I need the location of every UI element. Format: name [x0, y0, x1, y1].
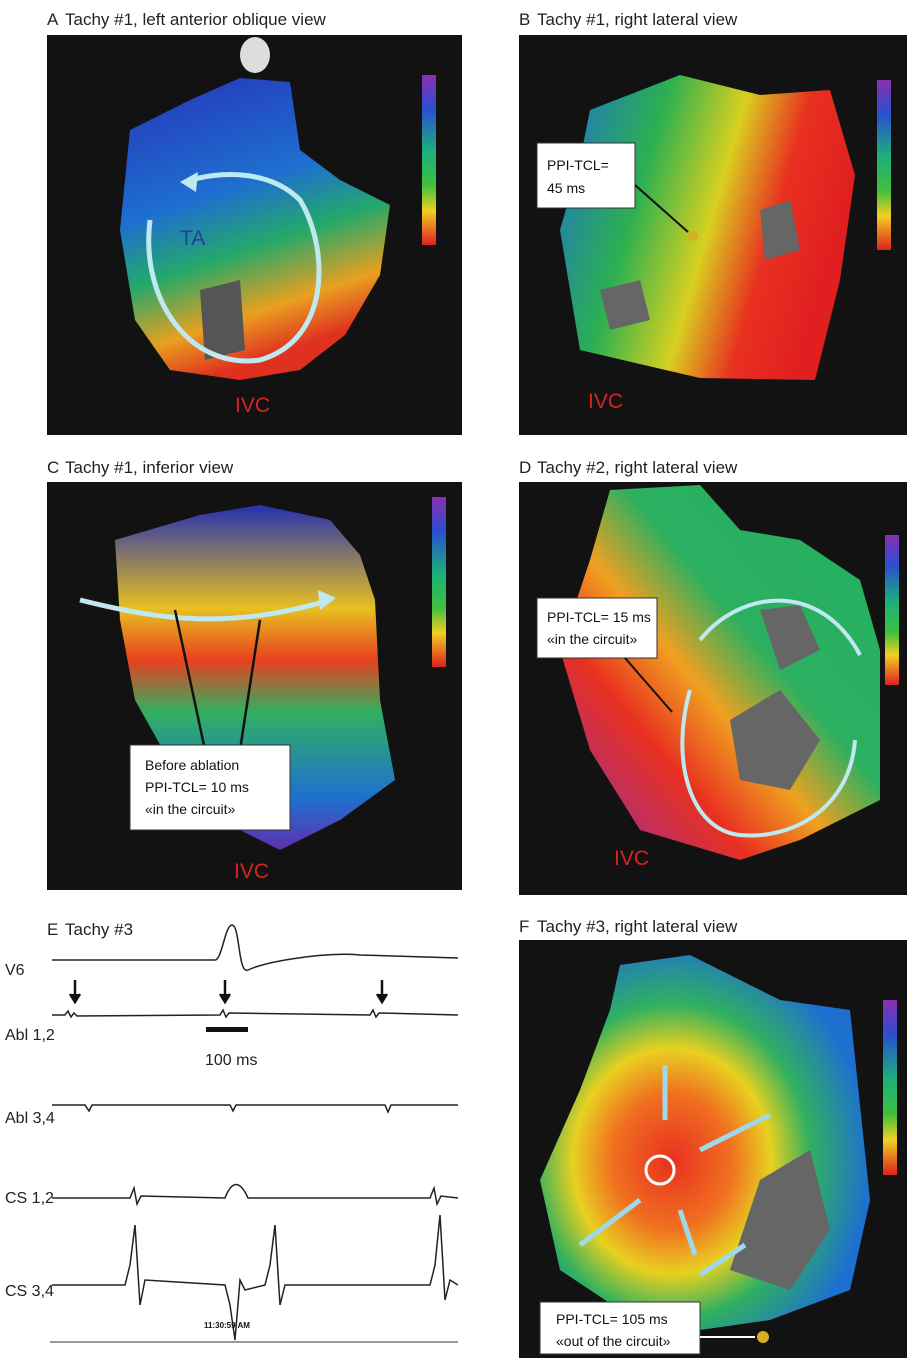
panel-title: Tachy #1, left anterior oblique view: [65, 10, 327, 29]
callout-text: PPI-TCL=: [547, 157, 609, 173]
orientation-icon: [240, 37, 270, 73]
callout-text: «out of the circuit»: [556, 1333, 671, 1349]
color-bar: [432, 497, 446, 667]
callout-text: Before ablation: [145, 757, 239, 773]
timestamp: 11:30:59 AM: [204, 1321, 250, 1330]
ecg-trace: [52, 1010, 458, 1017]
lead-label: V6: [5, 962, 25, 979]
panel-title: Tachy #1, inferior view: [65, 458, 234, 477]
site-marker: [688, 231, 698, 241]
callout-text: «in the circuit»: [145, 801, 235, 817]
ecg-trace: [52, 1215, 458, 1340]
panel-c: C Tachy #1, inferior view Before ablatio…: [47, 458, 462, 890]
panel-f: F Tachy #3, right lateral view PPI-TCL= …: [519, 917, 907, 1358]
scale-bar: [206, 1027, 248, 1032]
callout-box: [537, 598, 657, 658]
lead-label: Abl 3,4: [5, 1110, 55, 1127]
site-marker: [757, 1331, 769, 1343]
color-bar: [883, 1000, 897, 1175]
lead-label: CS 1,2: [5, 1190, 54, 1207]
color-bar: [422, 75, 436, 245]
scar: [200, 280, 245, 360]
anatomy-label: IVC: [235, 394, 270, 417]
figure: A Tachy #1, left anterior oblique view T…: [0, 0, 907, 1358]
panel-title: Tachy #3, right lateral view: [537, 917, 738, 936]
activation-map: [560, 75, 855, 380]
panel-letter: C: [47, 458, 59, 477]
panel-title: Tachy #1, right lateral view: [537, 10, 738, 29]
callout-text: PPI-TCL= 10 ms: [145, 779, 249, 795]
anatomy-label: IVC: [234, 860, 269, 883]
scale-label: 100 ms: [205, 1052, 257, 1069]
color-bar: [877, 80, 891, 250]
panel-letter: D: [519, 458, 531, 477]
callout-text: 45 ms: [547, 180, 585, 196]
lead-label: CS 3,4: [5, 1283, 54, 1300]
anatomy-label: TA: [180, 227, 205, 250]
callout-text: PPI-TCL= 15 ms: [547, 609, 651, 625]
anatomy-label: IVC: [614, 847, 649, 870]
panel-title: Tachy #2, right lateral view: [537, 458, 738, 477]
panel-letter: B: [519, 10, 530, 29]
callout-text: «in the circuit»: [547, 631, 637, 647]
ecg-trace: [52, 1105, 458, 1112]
panel-e: E Tachy #3 V6 Abl 1,2 Abl 3,4 CS 1,2 CS …: [5, 920, 458, 1342]
ecg-trace: [52, 1185, 458, 1205]
panel-a: A Tachy #1, left anterior oblique view T…: [47, 10, 462, 435]
panel-letter: F: [519, 917, 529, 936]
arrows: [70, 980, 387, 1002]
panel-b: B Tachy #1, right lateral view PPI-TCL= …: [519, 10, 907, 435]
panel-d: D Tachy #2, right lateral view PPI-TCL= …: [519, 458, 907, 895]
callout-text: PPI-TCL= 105 ms: [556, 1311, 668, 1327]
panel-title: Tachy #3: [65, 920, 133, 939]
anatomy-label: IVC: [588, 390, 623, 413]
panel-letter: E: [47, 920, 58, 939]
lead-label: Abl 1,2: [5, 1027, 55, 1044]
panel-letter: A: [47, 10, 59, 29]
callout-box: [537, 143, 635, 208]
color-bar: [885, 535, 899, 685]
